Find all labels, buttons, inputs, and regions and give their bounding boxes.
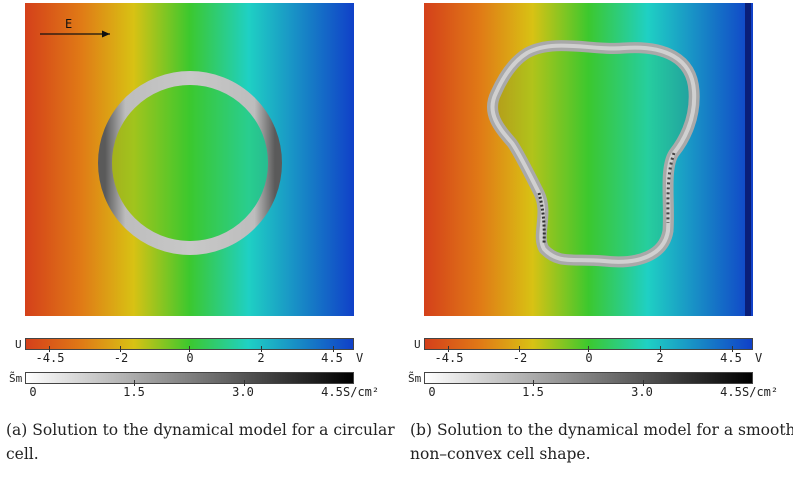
conductivity-colorbar — [25, 372, 354, 384]
caption-a: (a) Solution to the dynamical model for … — [6, 421, 395, 463]
potential-tick: -2 — [113, 351, 129, 365]
potential-tick: 0 — [186, 351, 194, 365]
potential-field-circular: E — [25, 3, 354, 316]
conductivity-tick: 4.5 — [720, 385, 742, 399]
conductivity-colorbar — [424, 372, 753, 384]
cell-interior — [112, 85, 268, 241]
conductivity-tick: 3.0 — [631, 385, 653, 399]
potential-tick: 0 — [585, 351, 593, 365]
conductivity-symbol: S̃m — [9, 372, 23, 385]
potential-tick: 2 — [257, 351, 265, 365]
conductivity-tick: 1.5 — [123, 385, 145, 399]
potential-field-nonconvex — [424, 3, 753, 316]
potential-unit: V — [755, 351, 763, 365]
potential-tick: 4.5 — [321, 351, 343, 365]
cell-membrane — [98, 71, 282, 255]
potential-unit: V — [356, 351, 364, 365]
conductivity-symbol: S̃m — [408, 372, 422, 385]
conductivity-tick: 1.5 — [522, 385, 544, 399]
conductivity-tick: 0 — [428, 385, 436, 399]
potential-symbol: U — [414, 338, 421, 351]
caption-b: (b) Solution to the dynamical model for … — [410, 421, 793, 463]
conductivity-tick: 0 — [29, 385, 37, 399]
potential-tick: 2 — [656, 351, 664, 365]
conductivity-unit: S/cm² — [343, 385, 380, 399]
conductivity-unit: S/cm² — [742, 385, 779, 399]
potential-symbol: U — [15, 338, 22, 351]
field-label: E — [65, 17, 72, 31]
conductivity-tick: 4.5 — [321, 385, 343, 399]
conductivity-tick: 3.0 — [232, 385, 254, 399]
potential-tick: -4.5 — [35, 351, 65, 365]
potential-tick: -4.5 — [434, 351, 464, 365]
potential-tick: 4.5 — [720, 351, 742, 365]
potential-tick: -2 — [512, 351, 528, 365]
